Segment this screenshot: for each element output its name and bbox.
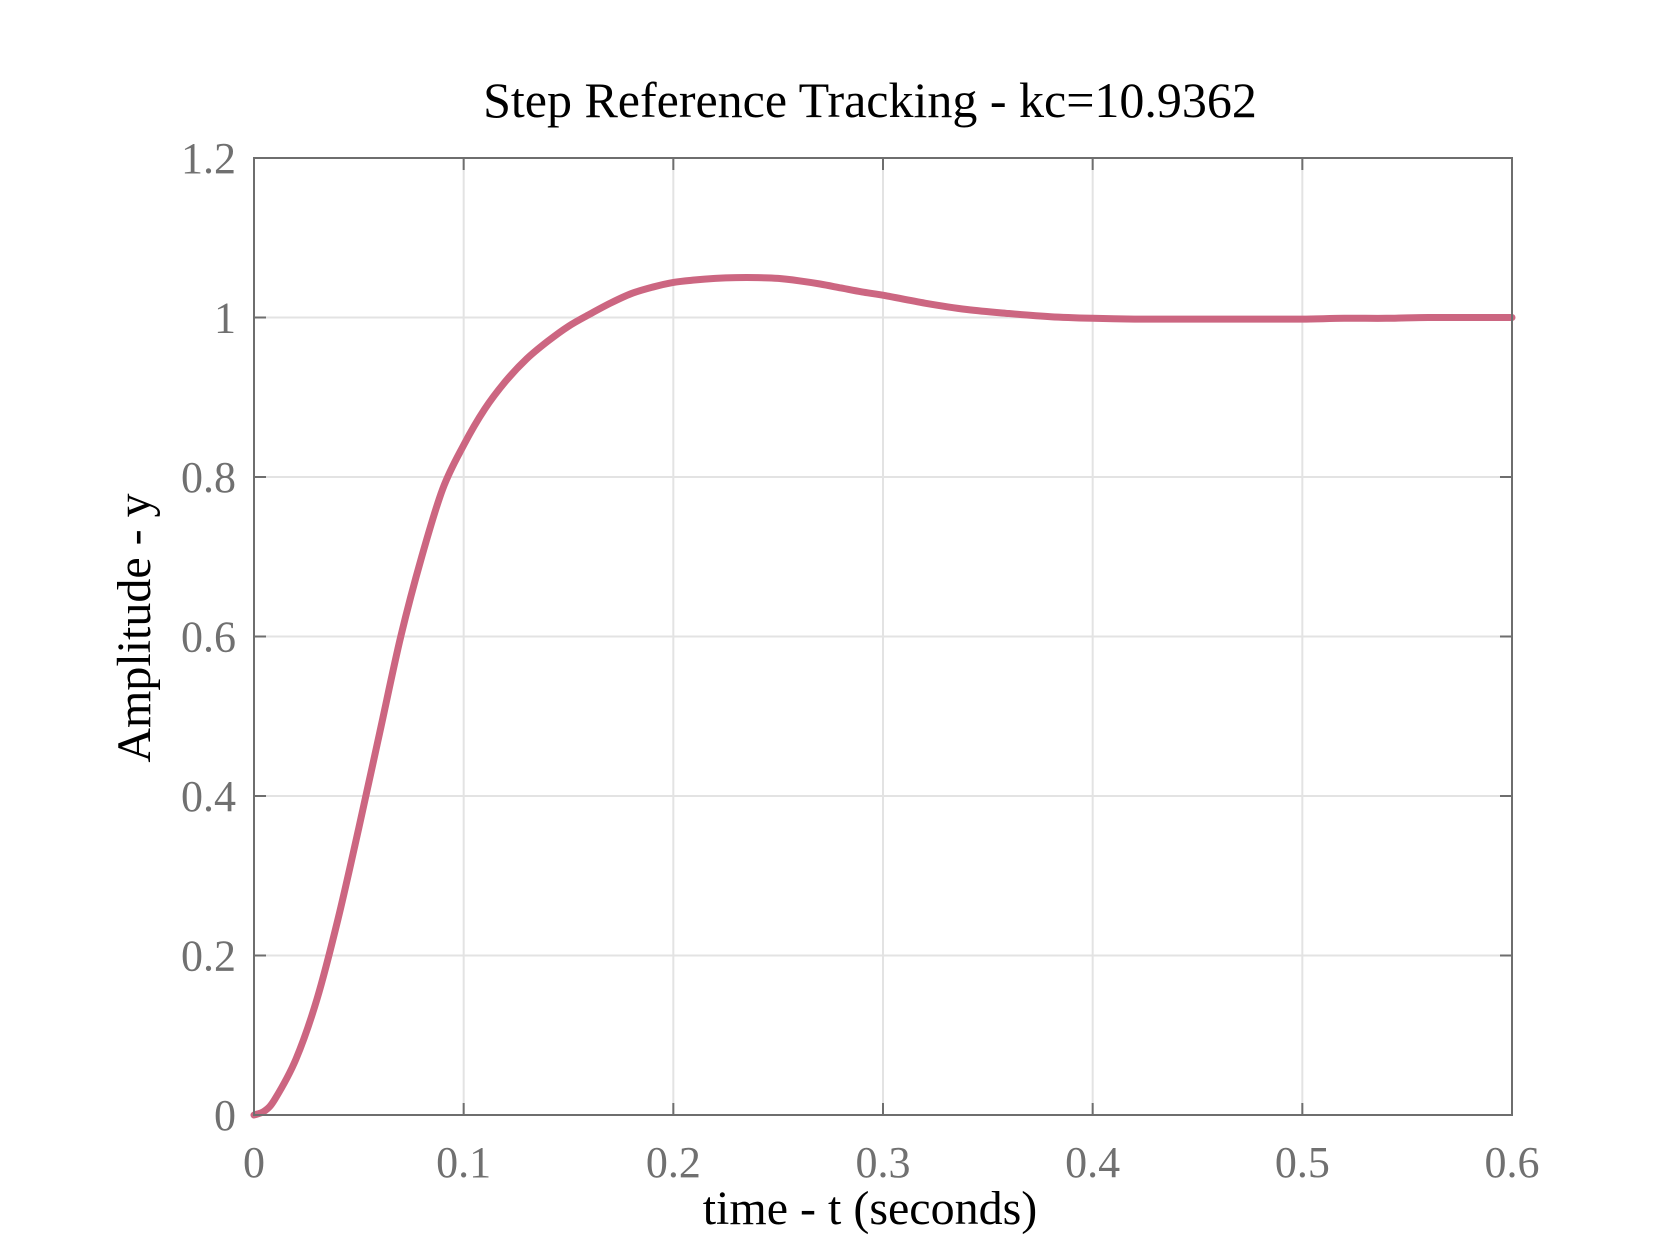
series-line-0 (250, 274, 1516, 1119)
tick-labels: 0 0.1 0.2 0.3 0.4 0.5 0.6 0 0.2 0.4 0.6 0.8 1 1.2 (181, 134, 1540, 1187)
x-tick-label: 0.2 (646, 1138, 701, 1187)
y-tick-label: 0.4 (181, 772, 236, 821)
y-tick-label: 0.2 (181, 932, 236, 981)
y-tick-label: 1 (214, 294, 236, 343)
series-layer (250, 274, 1516, 1119)
y-axis-label: Amplitude - y (108, 493, 161, 762)
x-tick-label: 0.1 (436, 1138, 491, 1187)
chart-title: Step Reference Tracking - kc=10.9362 (483, 72, 1257, 128)
x-tick-label: 0.3 (856, 1138, 911, 1187)
x-axis-label: time - t (seconds) (703, 1182, 1038, 1235)
x-tick-label: 0 (243, 1138, 265, 1187)
y-tick-label: 0 (214, 1091, 236, 1140)
y-tick-label: 1.2 (181, 134, 236, 183)
x-tick-label: 0.4 (1065, 1138, 1120, 1187)
plot-frame (253, 157, 1513, 1116)
y-tick-label: 0.6 (181, 613, 236, 662)
x-tick-label: 0.5 (1275, 1138, 1330, 1187)
x-tick-label: 0.6 (1485, 1138, 1540, 1187)
y-tick-label: 0.8 (181, 453, 236, 502)
